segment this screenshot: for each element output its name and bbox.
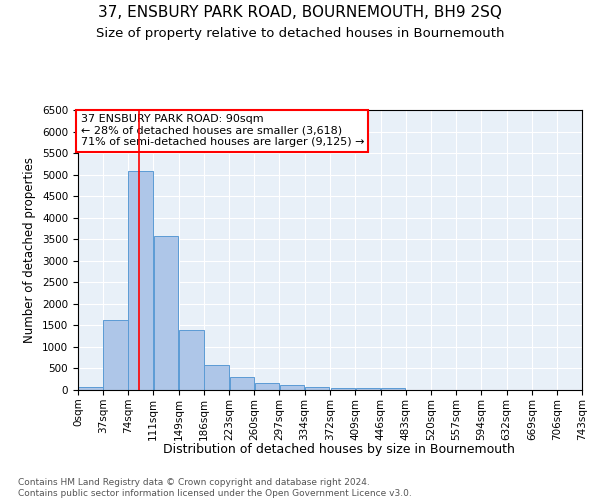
Bar [154,236,178,390]
Bar [254,384,279,390]
Bar [381,388,406,390]
Bar [280,386,304,390]
Text: 37 ENSBURY PARK ROAD: 90sqm
← 28% of detached houses are smaller (3,618)
71% of : 37 ENSBURY PARK ROAD: 90sqm ← 28% of det… [80,114,364,148]
Y-axis label: Number of detached properties: Number of detached properties [23,157,37,343]
Bar [205,364,229,390]
Bar [78,387,103,390]
Text: Size of property relative to detached houses in Bournemouth: Size of property relative to detached ho… [96,28,504,40]
Bar [128,171,153,390]
Bar [103,320,128,390]
Bar [230,376,254,390]
Text: 37, ENSBURY PARK ROAD, BOURNEMOUTH, BH9 2SQ: 37, ENSBURY PARK ROAD, BOURNEMOUTH, BH9 … [98,5,502,20]
Text: Contains HM Land Registry data © Crown copyright and database right 2024.
Contai: Contains HM Land Registry data © Crown c… [18,478,412,498]
Bar [179,330,204,390]
Text: Distribution of detached houses by size in Bournemouth: Distribution of detached houses by size … [163,442,515,456]
Bar [305,387,329,390]
Bar [356,388,380,390]
Bar [331,388,355,390]
